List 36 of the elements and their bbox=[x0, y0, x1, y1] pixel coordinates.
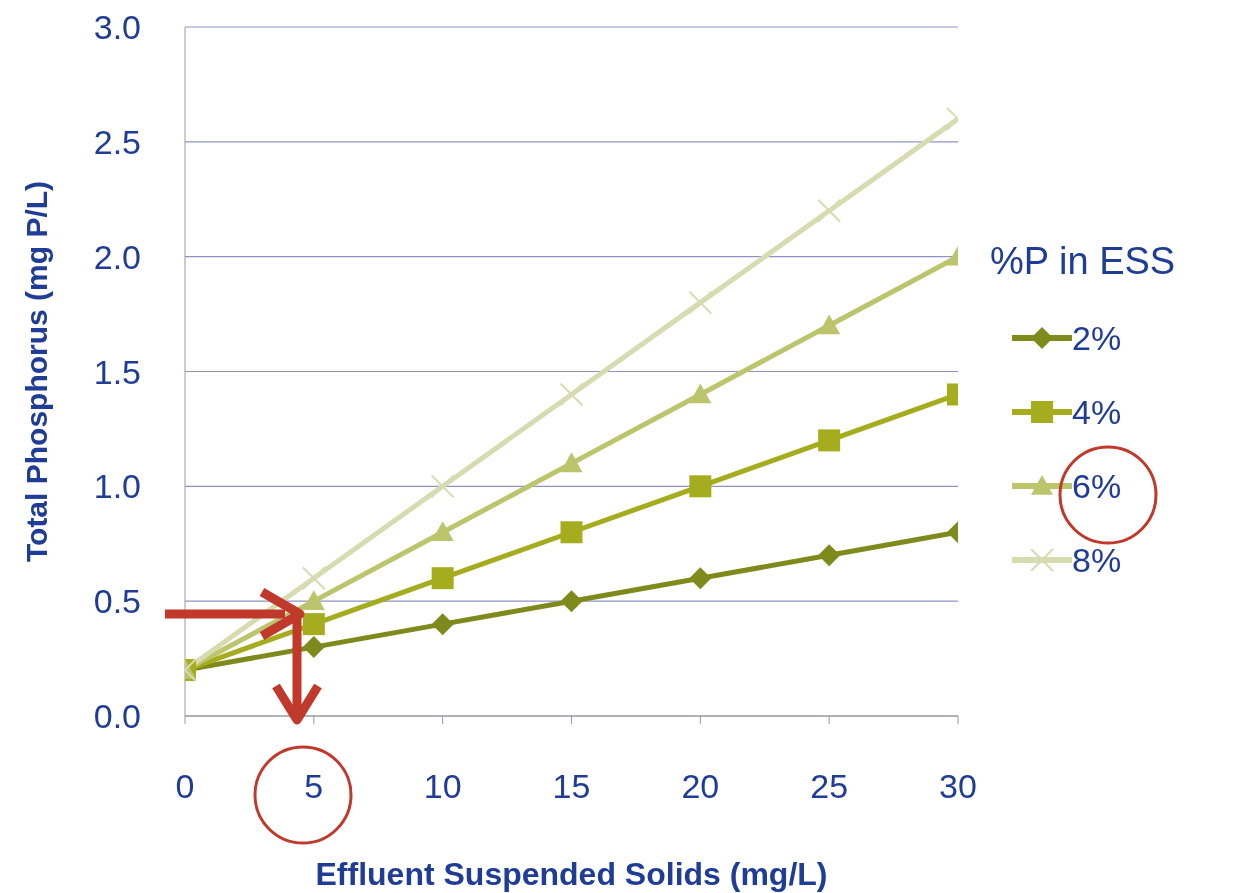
x-tick-label: 30 bbox=[939, 767, 977, 806]
point bbox=[818, 314, 841, 335]
point bbox=[560, 590, 583, 613]
legend-label: 2% bbox=[1072, 318, 1122, 358]
x-tick-label: 15 bbox=[552, 767, 591, 806]
x-tick-label: 25 bbox=[810, 767, 849, 806]
x-tick-label: 5 bbox=[304, 767, 324, 806]
y-tick-label: 1.0 bbox=[93, 467, 141, 506]
y-tick-label: 0.0 bbox=[93, 697, 141, 736]
point bbox=[431, 521, 454, 542]
y-tick-label: 2.0 bbox=[93, 237, 141, 276]
point bbox=[818, 429, 841, 452]
y-axis-title: Total Phosphorus (mg P/L) bbox=[19, 180, 53, 563]
y-tick-label: 1.5 bbox=[93, 352, 141, 391]
point bbox=[560, 452, 583, 473]
point bbox=[689, 383, 712, 404]
point bbox=[689, 475, 712, 498]
legend-label: 4% bbox=[1072, 392, 1122, 432]
point bbox=[431, 567, 454, 590]
point bbox=[560, 521, 583, 544]
legend-title: %P in ESS bbox=[990, 240, 1177, 283]
point bbox=[302, 590, 325, 610]
y-tick-label: 3.0 bbox=[93, 8, 141, 47]
y-tick-label: 0.5 bbox=[93, 582, 141, 621]
x-tick-label: 20 bbox=[681, 767, 720, 806]
x-tick-label: 10 bbox=[423, 767, 462, 806]
point bbox=[431, 613, 454, 636]
legend-label: 8% bbox=[1072, 540, 1122, 580]
point bbox=[689, 567, 712, 590]
x-tick-label: 0 bbox=[175, 767, 195, 806]
legend-label: 6% bbox=[1072, 466, 1122, 506]
y-tick-label: 2.5 bbox=[93, 122, 141, 161]
point bbox=[302, 613, 325, 636]
x-axis-title: Effluent Suspended Solids (mg/L) bbox=[315, 856, 828, 892]
point bbox=[818, 544, 841, 567]
point bbox=[302, 636, 325, 659]
